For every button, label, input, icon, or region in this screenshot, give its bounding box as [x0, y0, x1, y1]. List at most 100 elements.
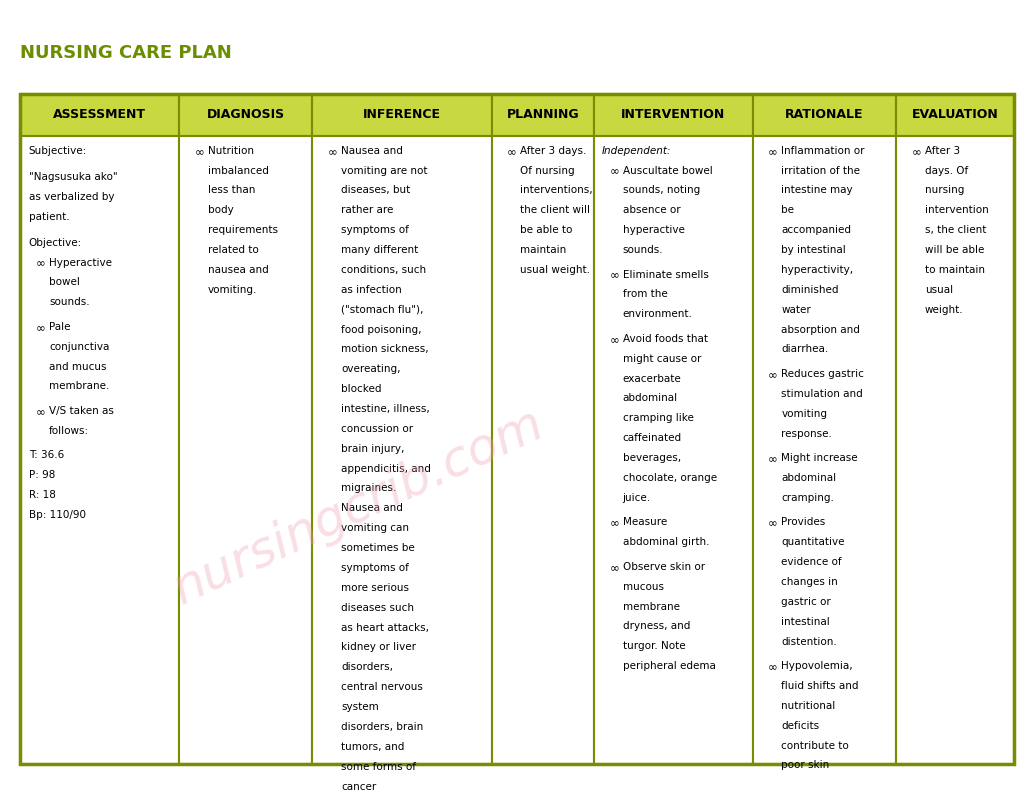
- Bar: [594, 136, 753, 763]
- Text: water: water: [781, 305, 811, 315]
- Text: ∞: ∞: [36, 322, 46, 335]
- Text: conditions, such: conditions, such: [341, 265, 426, 275]
- Text: more serious: more serious: [341, 583, 409, 592]
- Text: diminished: diminished: [781, 285, 839, 295]
- Text: R: 18: R: 18: [29, 490, 55, 500]
- Text: ∞: ∞: [609, 517, 620, 531]
- Text: P: 98: P: 98: [29, 470, 55, 480]
- Text: turgor. Note: turgor. Note: [623, 642, 685, 651]
- Text: dryness, and: dryness, and: [623, 622, 690, 631]
- Text: vomiting: vomiting: [781, 409, 827, 418]
- Text: blocked: blocked: [341, 384, 382, 394]
- Text: ∞: ∞: [195, 146, 205, 159]
- Text: absence or: absence or: [623, 206, 680, 215]
- Text: gastric or: gastric or: [781, 597, 831, 607]
- Text: Eliminate smells: Eliminate smells: [623, 270, 709, 279]
- Text: ∞: ∞: [768, 517, 778, 531]
- Text: PLANNING: PLANNING: [507, 108, 579, 122]
- Text: nursingcrib.com: nursingcrib.com: [165, 399, 552, 614]
- Text: as verbalized by: as verbalized by: [29, 191, 114, 202]
- Text: deficits: deficits: [781, 721, 819, 731]
- Text: Inflammation or: Inflammation or: [781, 146, 865, 156]
- Bar: [312, 136, 492, 763]
- Bar: [179, 136, 312, 763]
- Text: Hypovolemia,: Hypovolemia,: [781, 661, 853, 671]
- Text: Measure: Measure: [623, 517, 667, 528]
- Text: Nutrition: Nutrition: [208, 146, 254, 156]
- Text: patient.: patient.: [29, 211, 70, 221]
- Text: juice.: juice.: [623, 493, 650, 503]
- Text: abdominal girth.: abdominal girth.: [623, 537, 709, 547]
- Text: will be able: will be able: [925, 245, 984, 255]
- Text: INTERVENTION: INTERVENTION: [622, 108, 725, 122]
- Text: hyperactive: hyperactive: [623, 225, 684, 235]
- Text: Nausea and: Nausea and: [341, 503, 402, 513]
- Text: overeating,: overeating,: [341, 365, 400, 374]
- Text: cramping like: cramping like: [623, 414, 693, 423]
- Text: usual: usual: [925, 285, 952, 295]
- Text: T: 36.6: T: 36.6: [29, 450, 63, 460]
- Text: nausea and: nausea and: [208, 265, 268, 275]
- Text: ∞: ∞: [768, 453, 778, 466]
- Text: symptoms of: symptoms of: [341, 225, 409, 235]
- Text: ∞: ∞: [911, 146, 922, 159]
- Text: abdominal: abdominal: [623, 393, 678, 403]
- Text: to maintain: to maintain: [925, 265, 985, 275]
- Text: migraines.: migraines.: [341, 483, 396, 494]
- Text: diarrhea.: diarrhea.: [781, 344, 828, 354]
- Text: peripheral edema: peripheral edema: [623, 661, 716, 671]
- Text: Reduces gastric: Reduces gastric: [781, 369, 864, 379]
- Text: be: be: [781, 206, 795, 215]
- Text: diseases, but: diseases, but: [341, 185, 411, 195]
- Text: tumors, and: tumors, and: [341, 742, 404, 751]
- Text: and mucus: and mucus: [49, 361, 106, 372]
- Text: central nervous: central nervous: [341, 682, 423, 692]
- Text: NURSING CARE PLAN: NURSING CARE PLAN: [20, 44, 232, 62]
- Text: sounds.: sounds.: [49, 297, 90, 307]
- Text: ∞: ∞: [36, 258, 46, 271]
- Text: quantitative: quantitative: [781, 537, 845, 547]
- Text: nutritional: nutritional: [781, 701, 836, 711]
- Text: by intestinal: by intestinal: [781, 245, 846, 255]
- Text: s, the client: s, the client: [925, 225, 986, 235]
- Text: weight.: weight.: [925, 305, 964, 315]
- Text: membrane.: membrane.: [49, 381, 110, 392]
- Text: kidney or liver: kidney or liver: [341, 642, 416, 653]
- Text: from the: from the: [623, 290, 668, 300]
- Text: diseases such: diseases such: [341, 603, 414, 613]
- Text: ∞: ∞: [609, 562, 620, 575]
- Text: usual weight.: usual weight.: [520, 265, 590, 275]
- Text: contribute to: contribute to: [781, 740, 849, 751]
- Text: interventions,: interventions,: [520, 185, 593, 195]
- Text: conjunctiva: conjunctiva: [49, 342, 110, 352]
- Text: disorders,: disorders,: [341, 662, 393, 672]
- Text: intestinal: intestinal: [781, 617, 830, 626]
- Text: mucous: mucous: [623, 581, 664, 592]
- Text: changes in: changes in: [781, 577, 838, 587]
- Text: cramping.: cramping.: [781, 493, 835, 503]
- Text: caffeinated: caffeinated: [623, 433, 682, 443]
- Bar: [594, 93, 753, 136]
- Text: brain injury,: brain injury,: [341, 444, 404, 454]
- Text: V/S taken as: V/S taken as: [49, 406, 114, 416]
- Text: RATIONALE: RATIONALE: [785, 108, 863, 122]
- Bar: [20, 136, 179, 763]
- Text: Subjective:: Subjective:: [29, 146, 87, 156]
- Text: distention.: distention.: [781, 637, 837, 646]
- Text: Of nursing: Of nursing: [520, 165, 574, 176]
- Text: some forms of: some forms of: [341, 762, 416, 772]
- Text: follows:: follows:: [49, 426, 89, 436]
- Text: environment.: environment.: [623, 309, 692, 320]
- Text: sometimes be: sometimes be: [341, 543, 415, 553]
- Text: as infection: as infection: [341, 285, 401, 295]
- Text: abdominal: abdominal: [781, 473, 837, 483]
- Bar: [896, 136, 1014, 763]
- Text: disorders, brain: disorders, brain: [341, 722, 423, 732]
- Text: EVALUATION: EVALUATION: [911, 108, 998, 122]
- Text: intestine may: intestine may: [781, 185, 853, 195]
- Text: vomiting.: vomiting.: [208, 285, 257, 295]
- Text: Provides: Provides: [781, 517, 825, 528]
- Text: After 3 days.: After 3 days.: [520, 146, 587, 156]
- Text: chocolate, orange: chocolate, orange: [623, 473, 717, 483]
- Bar: [753, 136, 896, 763]
